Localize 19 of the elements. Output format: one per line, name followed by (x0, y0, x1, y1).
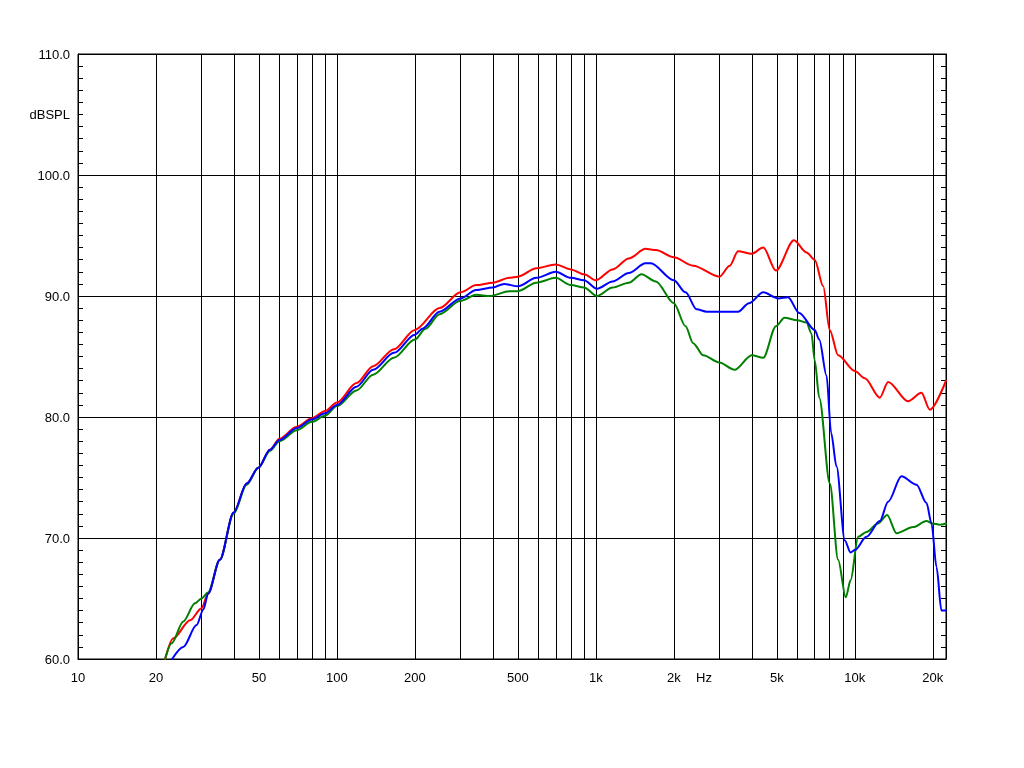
x-tick-label: 200 (404, 670, 426, 685)
x-tick-label: 2k (666, 670, 682, 685)
x-tick-label: 10k (844, 670, 866, 685)
y-tick-label: 70.0 (44, 530, 70, 546)
y-tick-label: 90.0 (44, 288, 70, 304)
x-tick-label: 500 (507, 670, 529, 685)
y-tick-label: 110.0 (38, 46, 70, 62)
y-tick-label: 80.0 (44, 409, 70, 425)
x-axis-title: Hz (696, 670, 712, 685)
x-tick-label: 20 (148, 670, 164, 685)
x-tick-label: 50 (251, 670, 267, 685)
y-axis-title: dBSPL (29, 106, 70, 122)
x-tick-label: 100 (326, 670, 348, 685)
x-tick-label: 20k (922, 670, 944, 685)
y-tick-label: 60.0 (44, 651, 70, 667)
x-tick-label: 1k (589, 670, 604, 685)
y-tick-label: 100.0 (37, 167, 70, 183)
x-tick-label: 10 (70, 670, 86, 685)
x-tick-label: 5k (769, 670, 785, 685)
